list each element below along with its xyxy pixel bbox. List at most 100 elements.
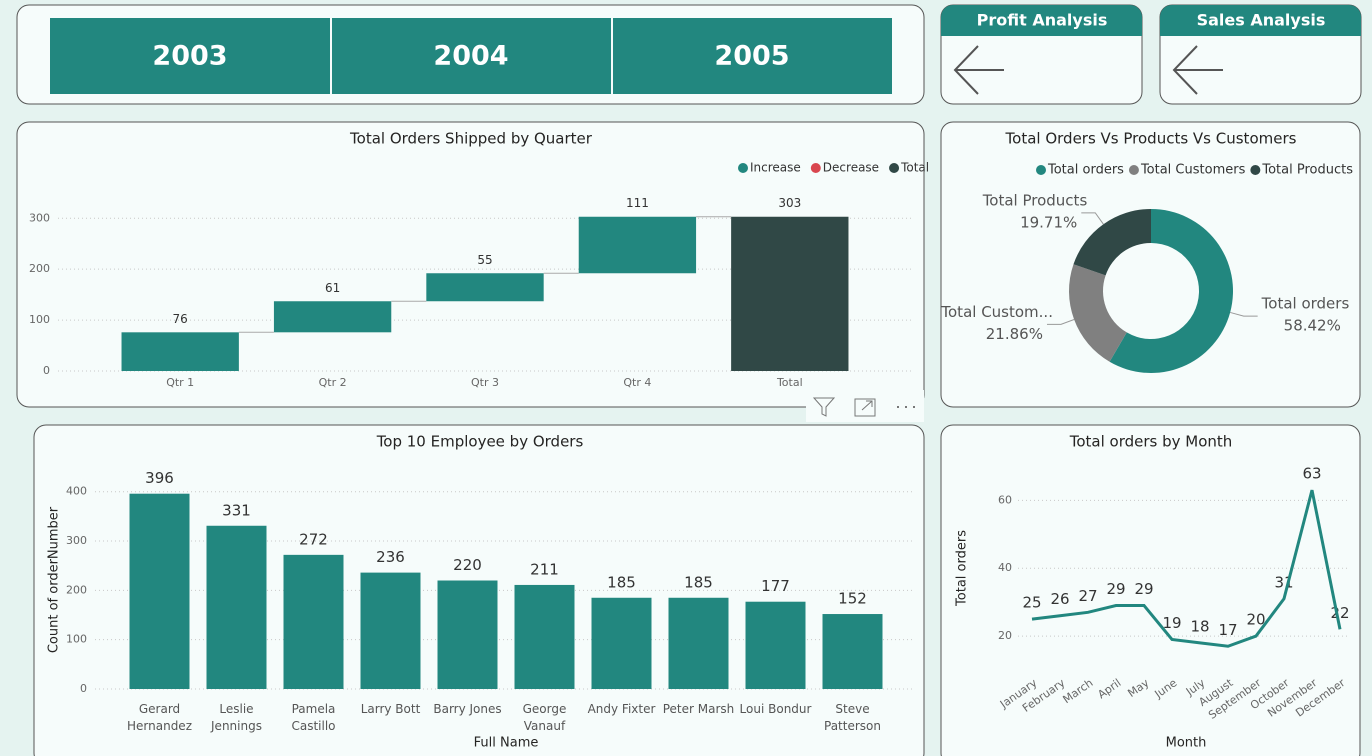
button-label[interactable]: Sales Analysis: [1197, 11, 1326, 30]
value-label: 177: [761, 577, 790, 595]
nav-button[interactable]: Sales Analysis: [1159, 4, 1362, 105]
x-axis-title: Month: [1166, 736, 1207, 751]
value-label: 29: [1106, 580, 1125, 598]
filter-icon[interactable]: [812, 397, 836, 417]
value-label: 303: [778, 196, 801, 210]
value-label: 331: [222, 501, 251, 519]
bar: [206, 525, 267, 689]
value-label: 236: [376, 548, 405, 566]
slice-label: Total Products: [982, 191, 1088, 209]
value-label: 185: [684, 573, 713, 591]
chart-panel: [940, 121, 1361, 408]
y-axis-title: Count of orderNumber: [47, 506, 62, 653]
legend-marker: [889, 163, 900, 173]
y-tick-label: 20: [998, 629, 1012, 642]
legend-label: Increase: [750, 161, 801, 175]
y-tick-label: 60: [998, 493, 1012, 506]
x-tick-label: Peter Marsh: [662, 702, 735, 716]
slice-label: Total orders: [1261, 295, 1350, 313]
bar: [591, 597, 652, 689]
label-box: Pamela Castillo: [291, 702, 335, 733]
value-label: 25: [1022, 594, 1041, 612]
leader-line: [1230, 311, 1258, 317]
value-label: 76: [173, 312, 188, 326]
year-button[interactable]: [332, 18, 611, 94]
label-box: Barry Jones: [433, 702, 502, 716]
value-label: 27: [1078, 587, 1097, 605]
value-label: 111: [626, 196, 649, 210]
chart-title: Total Orders Shipped by Quarter: [349, 130, 593, 148]
year-label[interactable]: 2003: [152, 41, 227, 72]
nav-button[interactable]: Profit Analysis: [940, 4, 1143, 105]
bar: [578, 216, 697, 274]
label-box: Andy Fixter: [588, 702, 656, 716]
button-label[interactable]: Profit Analysis: [977, 11, 1108, 30]
x-tick-label: Larry Bott: [360, 702, 421, 716]
x-tick-label: Qtr 4: [623, 376, 651, 389]
label-box: Larry Bott: [360, 702, 421, 716]
value-label: 63: [1302, 465, 1321, 483]
bar: [360, 572, 421, 689]
chart-title: Top 10 Employee by Orders: [376, 433, 584, 451]
button-header[interactable]: [941, 5, 1142, 36]
x-tick-label: Total: [776, 376, 803, 389]
donut-slice: [1109, 209, 1234, 373]
back-arrow[interactable]: [953, 45, 1004, 95]
label-box: Gerard Hernandez: [127, 702, 192, 733]
value-label: 61: [325, 281, 340, 295]
y-tick-label: 100: [66, 633, 87, 646]
leader-line: [1081, 212, 1104, 225]
x-tick-label: Loui Bondur: [739, 702, 812, 716]
year-button[interactable]: [50, 18, 330, 94]
back-arrow[interactable]: [1172, 45, 1223, 95]
value-label: 20: [1246, 611, 1265, 629]
year-slicer: 2003 2004 2005: [50, 18, 892, 94]
bar: [121, 332, 239, 371]
y-tick-label: 200: [29, 262, 50, 275]
legend-marker: [810, 163, 821, 173]
button-header[interactable]: [1160, 5, 1361, 36]
y-tick-label: 200: [66, 583, 87, 596]
bar: [273, 301, 392, 333]
bar: [426, 273, 544, 302]
value-label: 18: [1190, 617, 1209, 635]
value-label: 17: [1218, 621, 1237, 639]
value-label: 26: [1050, 590, 1069, 608]
legend-marker: [1036, 165, 1046, 175]
y-tick-label: 40: [998, 561, 1012, 574]
value-label: 220: [453, 556, 482, 574]
x-tick-label: George Vanauf: [522, 702, 567, 733]
value-label: 19.71%: [1020, 213, 1077, 231]
bar: [283, 554, 344, 689]
year-label[interactable]: 2004: [433, 41, 508, 72]
y-tick-label: 0: [80, 682, 87, 695]
label-box: Leslie Jennings: [211, 702, 262, 733]
bar: [437, 580, 498, 689]
y-axis-title: Total orders: [955, 530, 970, 607]
bar: [514, 584, 575, 689]
legend-label: Total: [900, 161, 929, 175]
value-label: 58.42%: [1284, 317, 1341, 335]
y-tick-label: 400: [66, 485, 87, 498]
bar: [822, 614, 883, 689]
legend-marker: [1128, 165, 1139, 175]
x-axis-title: Full Name: [474, 736, 539, 751]
chart-title: Total Orders Vs Products Vs Customers: [1005, 130, 1297, 148]
focus-icon[interactable]: [854, 398, 876, 417]
year-label[interactable]: 2005: [714, 41, 789, 72]
value-label: 55: [477, 253, 492, 267]
value-label: 272: [299, 530, 328, 548]
label-box: Peter Marsh: [662, 702, 735, 716]
value-label: 22: [1330, 604, 1349, 622]
donut-slice: [1069, 264, 1127, 362]
value-label: 211: [530, 560, 559, 578]
chart-panel: [940, 424, 1361, 756]
value-label: 29: [1134, 580, 1153, 598]
year-button[interactable]: [613, 18, 892, 94]
x-tick-label: Barry Jones: [433, 702, 502, 716]
value-label: 152: [838, 590, 867, 608]
label-box: Loui Bondur: [739, 702, 812, 716]
